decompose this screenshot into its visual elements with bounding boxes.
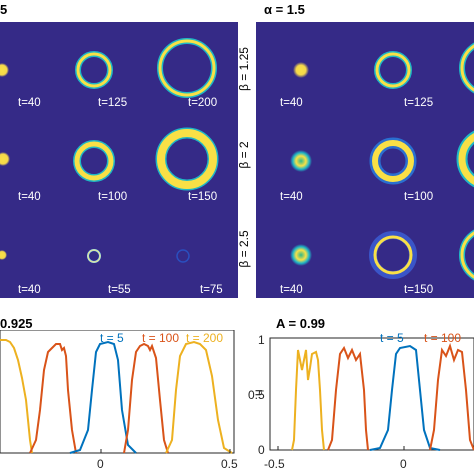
top-left-pattern-grid	[0, 38, 219, 263]
series-line-t5	[369, 344, 441, 451]
time-label: t=100	[404, 191, 434, 203]
beta-label: β = 2.5	[237, 230, 251, 268]
pattern-ring	[372, 140, 414, 182]
pattern-ring	[87, 249, 101, 263]
x-tick-label: 0	[400, 457, 407, 471]
bottom-right-plot: u 1 0.5 0 t = 5 t = 100 -0.5 0	[248, 331, 474, 471]
time-label: t=100	[98, 191, 128, 203]
series-line-t100	[29, 343, 77, 454]
legend-label-t100: t = 100	[424, 331, 461, 345]
beta-label: β = 2	[237, 141, 251, 169]
pattern-ring	[74, 141, 114, 181]
time-label: t=40	[18, 97, 41, 109]
pattern-ring	[176, 249, 190, 263]
series-line-t100	[123, 342, 169, 454]
bottom-left-title: 0.925	[0, 316, 33, 331]
pattern-spot	[290, 244, 312, 266]
pattern-spot	[293, 62, 309, 78]
legend-label-t5: t = 5	[380, 331, 404, 345]
y-axis-label: u	[251, 389, 265, 396]
pattern-ring	[460, 44, 474, 92]
x-tick-label: -0.5	[264, 457, 285, 471]
time-label: t=125	[404, 97, 434, 109]
pattern-ring	[460, 231, 474, 279]
pattern-ring	[458, 133, 474, 185]
series-line-t200	[291, 349, 325, 451]
pattern-spot	[290, 150, 312, 172]
top-left-panel: t=40 t=125 t=200 t=40 t=100 t=150 t=40 t…	[0, 22, 238, 298]
x-tick-label: 0.5	[221, 457, 238, 471]
pattern-ring	[373, 235, 413, 275]
top-right-title: α = 1.5	[264, 2, 305, 17]
time-label: t=75	[200, 284, 223, 296]
time-label: t=40	[280, 97, 303, 109]
pattern-ring	[375, 52, 411, 88]
y-tick-label: 0	[258, 443, 265, 457]
beta-label: β = 1.25	[237, 47, 251, 91]
series-line-t100	[429, 342, 474, 451]
time-label: t=40	[18, 284, 41, 296]
y-tick-label: 1	[258, 333, 265, 347]
y-tick-label: 0.5	[248, 388, 265, 402]
x-tick-label: 0	[97, 457, 104, 471]
plot-frame	[0, 330, 235, 454]
pattern-spot	[0, 152, 10, 166]
bottom-left-plot: t = 5 t = 100 t = 200 0 0.5	[0, 330, 238, 471]
time-label: t=150	[188, 191, 218, 203]
pattern-spot	[0, 63, 9, 77]
time-label: t=200	[188, 97, 218, 109]
time-label: t=150	[404, 284, 434, 296]
time-label: t=40	[280, 191, 303, 203]
pattern-ring	[369, 231, 417, 279]
bottom-right-title: A = 0.99	[276, 316, 326, 331]
top-right-pattern-grid	[290, 42, 474, 281]
pattern-spot	[0, 250, 7, 260]
pattern-ring	[158, 39, 216, 97]
pattern-ring	[157, 129, 217, 189]
top-left-title: 5	[0, 2, 8, 17]
time-label: t=55	[108, 284, 131, 296]
top-right-panel: t=40 t=125 t=40 t=100 t=40 t=150	[256, 22, 474, 298]
time-label: t=40	[280, 284, 303, 296]
time-label: t=125	[98, 97, 128, 109]
series-line-t100	[327, 345, 369, 451]
series-line-t200	[0, 339, 33, 454]
series-line-t5	[69, 340, 137, 454]
legend-label-t100: t = 100	[142, 331, 179, 345]
pattern-ring	[76, 52, 112, 88]
plot-frame	[269, 337, 474, 451]
series-line-t200	[165, 340, 233, 454]
legend-label-t5: t = 5	[100, 331, 124, 345]
legend-label-t200: t = 200	[186, 331, 223, 345]
time-label: t=40	[18, 191, 41, 203]
